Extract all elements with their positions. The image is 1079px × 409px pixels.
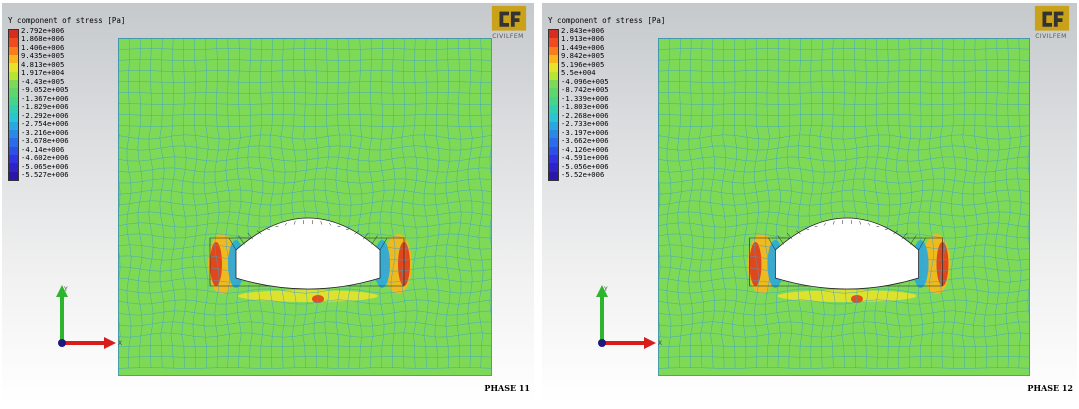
colorbar-segment	[549, 54, 558, 64]
colorbar-tick-label: 1.449e+006	[561, 42, 605, 52]
colorbar-segment	[549, 129, 558, 139]
logo-text: CIVILFEM	[492, 33, 524, 40]
coordinate-axes: Y X	[56, 285, 122, 349]
colorbar-tick-label: -3.216e+006	[21, 127, 69, 137]
colorbar-segment	[549, 88, 558, 97]
colorbar-tick-label: -5.527e+006	[21, 169, 69, 179]
civilfem-logo-icon	[491, 5, 527, 31]
colorbar-segment	[9, 88, 18, 97]
colorbar-tick-label: 4.813e+005	[21, 59, 65, 69]
colorbar-tick-label: 1.913e+006	[561, 34, 605, 44]
colorbar-ticks: 2.792e+006 1.868e+006 1.406e+006 9.435e+005…	[21, 27, 69, 179]
colorbar-tick-label: 9.842e+005	[561, 51, 605, 61]
colorbar-segment	[549, 113, 558, 122]
colorbar-tick-label: -9.052e+005	[21, 85, 69, 95]
fem-mesh-plot	[658, 38, 1030, 376]
civilfem-logo-icon	[1034, 5, 1070, 31]
stress-plot-phase-11: Y component of stress [Pa] 2.792e+006 1.8…	[2, 3, 534, 403]
colorbar-segment	[549, 146, 558, 155]
colorbar-tick-label: -5.056e+006	[561, 161, 609, 171]
legend-title: Y component of stress [Pa]	[548, 16, 666, 25]
colorbar-segment	[9, 38, 18, 47]
legend-title: Y component of stress [Pa]	[8, 16, 126, 25]
colorbar-tick-label: -2.292e+006	[21, 110, 69, 120]
stress-plot-phase-12: Y component of stress [Pa] 2.843e+006 1.9…	[542, 3, 1077, 403]
colorbar-tick-label: -5.065e+006	[21, 161, 69, 171]
colorbar-segment	[9, 63, 18, 72]
colorbar-tick-label: -1.829e+006	[21, 102, 69, 112]
colorbar-segment	[549, 79, 558, 89]
colorbar-segment	[549, 171, 558, 180]
colorbar-segment	[9, 154, 18, 164]
colorbar-segment	[9, 138, 18, 147]
phase-label: PHASE 12	[1027, 383, 1073, 393]
colorbar-segment	[9, 163, 18, 172]
colorbar-segment	[549, 163, 558, 172]
colorbar-tick-label: 5.196e+005	[561, 59, 605, 69]
axis-label-y: Y	[63, 286, 68, 293]
colorbar-tick-label: -4.43e+005	[21, 76, 65, 86]
colorbar-segment	[9, 46, 18, 55]
fem-mesh-plot	[118, 38, 492, 376]
colorbar-tick-label: -8.742e+005	[561, 85, 609, 95]
colorbar-segment	[9, 54, 18, 64]
colorbar-segment	[9, 96, 18, 105]
colorbar-tick-label: -3.678e+006	[21, 136, 69, 146]
colorbar-segment	[9, 171, 18, 180]
colorbar-segment	[549, 154, 558, 164]
colorbar-ticks: 2.843e+006 1.913e+006 1.449e+006 9.842e+005…	[561, 27, 609, 179]
logo-text: CIVILFEM	[1035, 33, 1067, 40]
colorbar-tick-label: 1.868e+006	[21, 34, 65, 44]
colorbar-tick-label: -2.268e+006	[561, 110, 609, 120]
colorbar-segment	[9, 79, 18, 89]
colorbar-segment	[9, 121, 18, 130]
colorbar-segment	[9, 104, 18, 114]
colorbar-tick-label: -2.733e+006	[561, 119, 609, 129]
colorbar-segment	[549, 30, 558, 39]
colorbar-segment	[9, 146, 18, 155]
colorbar-tick-label: -4.096e+005	[561, 76, 609, 86]
colorbar	[8, 29, 19, 181]
colorbar-segment	[549, 121, 558, 130]
colorbar-segment	[9, 113, 18, 122]
colorbar-tick-label: -1.339e+006	[561, 93, 609, 103]
coordinate-axes: Y X	[596, 285, 662, 349]
colorbar-segment	[549, 96, 558, 105]
colorbar-segment	[549, 46, 558, 55]
colorbar-tick-label: -4.602e+006	[21, 153, 69, 163]
colorbar-tick-label: -2.754e+006	[21, 119, 69, 129]
colorbar-tick-label: -3.197e+006	[561, 127, 609, 137]
colorbar-tick-label: 1.406e+006	[21, 42, 65, 52]
colorbar-segment	[549, 104, 558, 114]
axis-label-y: Y	[603, 286, 608, 293]
colorbar-tick-label: 1.917e+004	[21, 68, 65, 78]
axis-label-x: X	[658, 340, 662, 347]
colorbar-tick-label: -4.591e+006	[561, 153, 609, 163]
phase-label: PHASE 11	[484, 383, 530, 393]
colorbar-tick-label: -1.803e+006	[561, 102, 609, 112]
colorbar-segment	[549, 138, 558, 147]
colorbar-segment	[9, 30, 18, 39]
colorbar-segment	[549, 71, 558, 80]
colorbar-segment	[549, 38, 558, 47]
colorbar-tick-label: 5.5e+004	[561, 68, 596, 78]
colorbar-tick-label: -3.662e+006	[561, 136, 609, 146]
colorbar-segment	[9, 129, 18, 139]
colorbar-tick-label: 9.435e+005	[21, 51, 65, 61]
colorbar-segment	[9, 71, 18, 80]
axis-label-x: X	[118, 340, 122, 347]
colorbar-tick-label: 2.843e+006	[561, 26, 605, 35]
colorbar-tick-label: -5.52e+006	[561, 169, 605, 179]
colorbar-tick-label: -4.14e+006	[21, 144, 65, 154]
colorbar-tick-label: -1.367e+006	[21, 93, 69, 103]
colorbar-tick-label: 2.792e+006	[21, 26, 65, 35]
colorbar-segment	[549, 63, 558, 72]
colorbar	[548, 29, 559, 181]
colorbar-tick-label: -4.126e+006	[561, 144, 609, 154]
